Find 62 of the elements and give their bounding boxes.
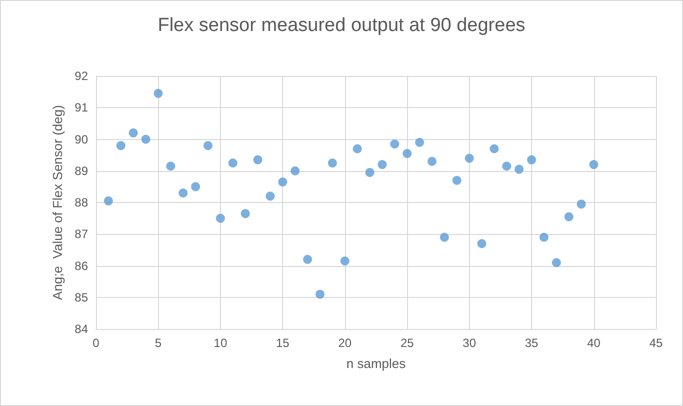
point bbox=[589, 160, 598, 170]
point bbox=[365, 168, 374, 177]
point bbox=[166, 162, 176, 171]
point bbox=[154, 88, 163, 98]
point bbox=[278, 177, 288, 186]
x-tick-label: 25 bbox=[400, 336, 414, 350]
point bbox=[290, 166, 300, 176]
y-tick-label: 91 bbox=[74, 100, 88, 115]
point bbox=[191, 182, 200, 192]
point bbox=[402, 148, 412, 158]
point bbox=[428, 156, 436, 166]
point bbox=[440, 232, 449, 242]
y-tick-label: 89 bbox=[74, 164, 88, 178]
point bbox=[340, 256, 350, 266]
chart-title: Flex sensor measured output at 90 degrees bbox=[158, 15, 526, 36]
point bbox=[464, 154, 474, 163]
point bbox=[452, 176, 462, 185]
x-tick-label: 30 bbox=[462, 336, 476, 350]
point bbox=[540, 232, 548, 242]
point bbox=[328, 158, 337, 168]
x-tick-label: 0 bbox=[92, 336, 100, 350]
point bbox=[352, 144, 362, 154]
point bbox=[490, 144, 499, 154]
point bbox=[178, 188, 188, 198]
point bbox=[316, 290, 324, 299]
x-tick-label: 20 bbox=[338, 336, 352, 350]
point bbox=[527, 155, 536, 164]
point bbox=[141, 134, 150, 144]
y-tick-label: 87 bbox=[74, 227, 88, 242]
point bbox=[477, 239, 486, 248]
point bbox=[576, 200, 586, 209]
x-tick-label: 5 bbox=[154, 336, 162, 350]
point bbox=[128, 128, 138, 138]
x-axis-title: n samples bbox=[346, 356, 406, 371]
point bbox=[240, 209, 250, 218]
y-axis-title: Ang;e Value of Flex Sensor (deg) bbox=[50, 105, 65, 300]
x-tick-label: 45 bbox=[649, 336, 663, 350]
point bbox=[552, 258, 561, 268]
y-tick-label: 92 bbox=[74, 69, 88, 83]
x-tick-label: 35 bbox=[524, 336, 539, 350]
y-tick-label: 84 bbox=[74, 322, 88, 336]
y-tick-label: 85 bbox=[74, 290, 88, 304]
point bbox=[266, 192, 275, 201]
x-tick-label: 40 bbox=[587, 336, 601, 350]
point bbox=[216, 214, 225, 223]
y-tick-label: 86 bbox=[74, 258, 88, 273]
x-tick-label: 15 bbox=[276, 336, 290, 350]
y-tick-label: 88 bbox=[74, 196, 88, 210]
point bbox=[204, 141, 212, 150]
point bbox=[514, 164, 524, 174]
point bbox=[378, 160, 387, 170]
point bbox=[303, 254, 312, 264]
point bbox=[228, 158, 238, 168]
point bbox=[564, 212, 574, 222]
point bbox=[415, 138, 424, 147]
point bbox=[253, 155, 262, 164]
x-tick-label: 10 bbox=[214, 336, 228, 350]
point bbox=[502, 162, 512, 171]
y-tick-label: 90 bbox=[74, 132, 88, 146]
point bbox=[104, 196, 113, 206]
point bbox=[390, 139, 400, 148]
point bbox=[116, 141, 126, 150]
